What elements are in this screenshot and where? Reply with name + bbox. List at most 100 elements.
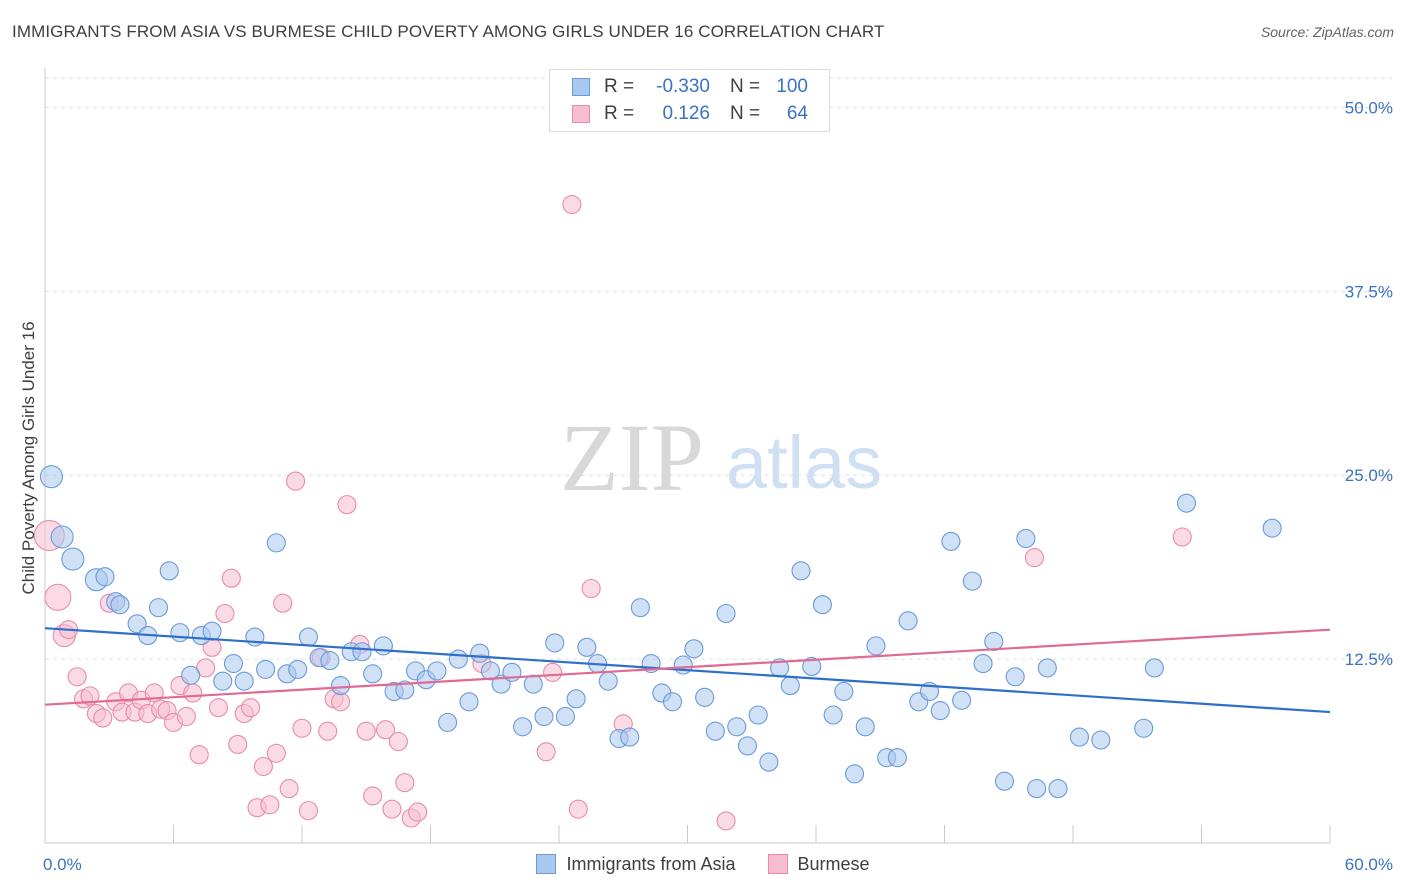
point-asia[interactable]	[159, 561, 179, 581]
point-asia[interactable]	[941, 531, 961, 551]
point-burmese[interactable]	[241, 698, 261, 718]
point-asia[interactable]	[620, 727, 640, 747]
point-burmese[interactable]	[80, 686, 100, 706]
point-asia[interactable]	[427, 661, 447, 681]
point-burmese[interactable]	[1024, 548, 1044, 568]
point-asia[interactable]	[844, 764, 865, 784]
point-asia[interactable]	[748, 705, 768, 725]
point-asia[interactable]	[973, 653, 993, 674]
point-asia[interactable]	[352, 642, 372, 662]
point-asia[interactable]	[930, 701, 950, 721]
point-asia[interactable]	[898, 611, 918, 631]
point-asia[interactable]	[213, 671, 233, 691]
point-burmese[interactable]	[716, 811, 736, 831]
point-burmese[interactable]	[543, 662, 563, 682]
point-burmese[interactable]	[375, 720, 396, 740]
point-asia[interactable]	[448, 649, 468, 669]
point-asia[interactable]	[962, 571, 982, 591]
legend-item-asia[interactable]: Immigrants from Asia	[536, 854, 736, 875]
point-asia[interactable]	[438, 712, 458, 732]
point-asia[interactable]	[148, 598, 169, 618]
point-asia[interactable]	[545, 633, 565, 653]
point-burmese[interactable]	[363, 786, 383, 806]
point-asia[interactable]	[61, 547, 85, 571]
point-asia[interactable]	[170, 623, 190, 643]
point-asia[interactable]	[513, 717, 533, 737]
point-burmese[interactable]	[356, 721, 376, 741]
point-asia[interactable]	[373, 636, 393, 656]
point-asia[interactable]	[566, 689, 586, 709]
point-asia[interactable]	[330, 676, 351, 696]
point-burmese[interactable]	[228, 734, 248, 754]
point-asia[interactable]	[266, 533, 286, 553]
point-burmese[interactable]	[568, 799, 588, 819]
point-burmese[interactable]	[215, 603, 235, 624]
point-asia[interactable]	[95, 567, 115, 587]
point-burmese[interactable]	[562, 194, 582, 215]
point-asia[interactable]	[684, 639, 704, 659]
point-asia[interactable]	[1037, 658, 1057, 678]
point-asia[interactable]	[1144, 658, 1164, 678]
point-asia[interactable]	[791, 561, 811, 581]
point-asia[interactable]	[695, 687, 715, 707]
point-asia[interactable]	[39, 465, 63, 489]
point-burmese[interactable]	[208, 698, 229, 718]
point-asia[interactable]	[50, 525, 74, 549]
point-burmese[interactable]	[183, 683, 203, 703]
point-asia[interactable]	[298, 627, 318, 647]
point-asia[interactable]	[630, 598, 650, 618]
point-asia[interactable]	[110, 595, 130, 615]
point-burmese[interactable]	[260, 795, 280, 815]
point-asia[interactable]	[1262, 518, 1282, 538]
point-asia[interactable]	[523, 674, 543, 694]
point-burmese[interactable]	[408, 802, 428, 822]
point-asia[interactable]	[705, 721, 725, 741]
point-asia[interactable]	[887, 748, 907, 768]
point-burmese[interactable]	[298, 801, 318, 821]
point-burmese[interactable]	[44, 583, 72, 611]
point-burmese[interactable]	[253, 756, 274, 777]
point-asia[interactable]	[256, 659, 276, 679]
point-asia[interactable]	[181, 665, 201, 685]
point-asia[interactable]	[727, 717, 747, 737]
point-asia[interactable]	[555, 706, 575, 727]
point-asia[interactable]	[737, 736, 758, 756]
point-asia[interactable]	[802, 656, 822, 677]
point-burmese[interactable]	[279, 779, 299, 799]
point-burmese[interactable]	[273, 593, 293, 613]
point-asia[interactable]	[127, 614, 147, 634]
point-burmese[interactable]	[382, 799, 402, 819]
point-burmese[interactable]	[292, 718, 312, 738]
point-asia[interactable]	[480, 661, 501, 681]
point-burmese[interactable]	[189, 745, 209, 765]
point-burmese[interactable]	[266, 743, 286, 763]
point-asia[interactable]	[234, 671, 254, 691]
point-asia[interactable]	[716, 603, 736, 624]
point-asia[interactable]	[662, 692, 683, 712]
point-burmese[interactable]	[536, 742, 556, 762]
point-asia[interactable]	[491, 674, 511, 694]
point-asia[interactable]	[984, 631, 1004, 652]
point-asia[interactable]	[223, 653, 244, 674]
point-burmese[interactable]	[337, 495, 357, 515]
point-asia[interactable]	[855, 717, 875, 737]
point-burmese[interactable]	[330, 692, 351, 712]
point-asia[interactable]	[866, 636, 886, 656]
point-burmese[interactable]	[395, 773, 415, 793]
point-asia[interactable]	[834, 681, 854, 702]
point-asia[interactable]	[780, 676, 800, 696]
point-burmese[interactable]	[221, 568, 241, 588]
point-burmese[interactable]	[176, 706, 196, 727]
point-asia[interactable]	[812, 595, 832, 615]
point-asia[interactable]	[994, 771, 1015, 791]
point-asia[interactable]	[952, 690, 972, 710]
point-burmese[interactable]	[93, 708, 113, 728]
point-asia[interactable]	[320, 651, 340, 671]
point-asia[interactable]	[1048, 779, 1068, 799]
point-asia[interactable]	[1176, 493, 1197, 513]
point-asia[interactable]	[1005, 667, 1025, 687]
point-burmese[interactable]	[318, 721, 338, 741]
point-burmese[interactable]	[286, 471, 306, 491]
point-asia[interactable]	[823, 705, 843, 725]
point-asia[interactable]	[470, 643, 490, 663]
